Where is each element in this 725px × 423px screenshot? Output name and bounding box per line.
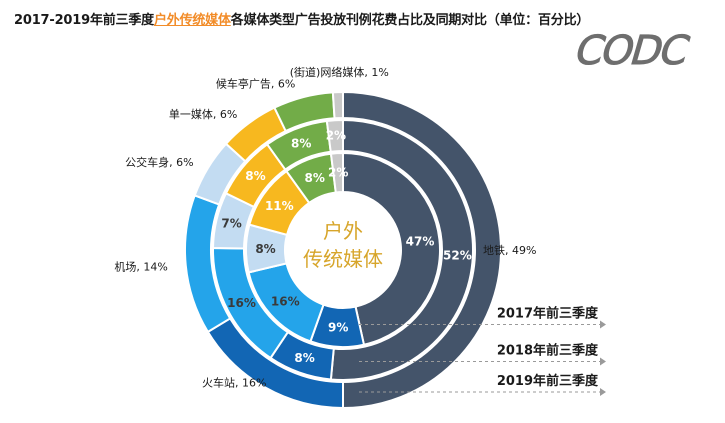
chart-center: 户外传统媒体 — [303, 219, 383, 271]
chart-segment-labels: 47%9%16%8%11%8% 2%52%8%16%7%8%8%2% — [221, 129, 471, 365]
chart-segments — [184, 90, 502, 410]
segment-label-1-3: 16% — [271, 295, 300, 309]
segment-2-1 — [329, 118, 474, 381]
segment-label-2-2: 8% — [294, 351, 314, 365]
series-label-2: 2018年前三季度 — [497, 343, 599, 359]
series-label-1: 2017年前三季度 — [497, 306, 599, 322]
segment-label-1-6: 8% — [305, 171, 325, 185]
logo-mark: CODC — [569, 26, 694, 74]
page-title: 2017-2019年前三季度户外传统媒体各媒体类型广告投放刊例花费占比及同期对比… — [14, 9, 589, 28]
segment-label-2-4: 7% — [221, 217, 241, 231]
segment-label-1-2: 9% — [328, 320, 348, 334]
category-label-5: 单一媒体, 6% — [169, 107, 237, 121]
segment-label-1-4: 8% — [255, 242, 275, 256]
segment-label-1-1: 47% — [406, 235, 435, 249]
category-label-7: (街道)网络媒体, 1% — [290, 65, 389, 79]
series-leader-arrow-1 — [600, 320, 606, 329]
series-label-3: 2019年前三季度 — [497, 373, 599, 389]
center-label-2: 传统媒体 — [303, 247, 383, 271]
title-prefix: 2017-2019年前三季度 — [14, 13, 154, 28]
center-label-1: 户外 — [323, 219, 363, 243]
segment-label-2-3: 16% — [227, 296, 256, 310]
chart-series-labels: 2017年前三季度 2018年前三季度 2019年前三季度 — [359, 306, 606, 396]
category-label-4: 公交车身, 6% — [125, 155, 193, 169]
segment-label-1-5: 11% — [265, 199, 294, 213]
segment-label-2-6: 8% — [291, 136, 311, 150]
category-label-6: 候车亭广告, 6% — [216, 77, 295, 91]
series-leader-arrow-2 — [600, 357, 606, 366]
segment-1-1 — [342, 151, 441, 346]
segment-2-7 — [325, 118, 344, 153]
segment-1-7 — [329, 151, 344, 194]
category-label-1: 地铁, 49% — [483, 244, 536, 257]
title-highlight: 户外传统媒体 — [153, 13, 231, 28]
title-suffix: 各媒体类型广告投放刊例花费占比及同期对比（单位：百分比） — [230, 13, 590, 28]
segment-label-2-7: 2% — [326, 129, 346, 143]
chart-category-labels: 地铁, 49% 火车站, 16% 机场, 14% 公交车身, 6% 单一媒体, 6% 候车… — [114, 65, 536, 389]
logo-text: CODC — [570, 27, 694, 74]
segment-label-1-7: 2% — [328, 166, 348, 180]
series-leader-arrow-3 — [600, 388, 606, 396]
codc-logo: CODC — [569, 26, 694, 74]
segment-label-2-1: 52% — [443, 248, 472, 262]
category-label-3: 机场, 14% — [114, 260, 167, 274]
segment-label-2-5: 8% — [245, 169, 265, 183]
segment-3-7 — [331, 90, 344, 120]
category-label-2: 火车站, 16% — [202, 375, 266, 389]
